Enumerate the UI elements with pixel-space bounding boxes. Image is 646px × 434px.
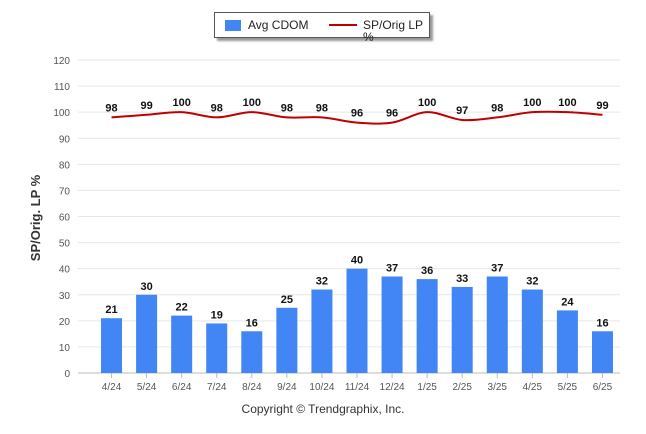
y-axis: 0 10 20 30 40 50 60 70 80 90 100 110 120 [53,56,70,380]
data-labels: 21 30 22 19 16 25 32 40 37 36 33 37 32 24 16 98 99 100 98 1… [105,97,608,329]
y-tick-label: 50 [59,239,71,250]
x-tick-label: 12/24 [380,382,405,393]
line-data-label: 98 [105,102,117,114]
y-tick-label: 30 [59,291,71,302]
y-tick-label: 100 [53,108,70,119]
bar-data-label: 24 [561,296,574,308]
bar-series [101,268,613,373]
x-tick-label: 5/24 [137,382,157,393]
x-tick-label: 9/24 [277,382,297,393]
bar [591,331,613,373]
line-data-label: 99 [596,100,608,112]
x-tick-label: 10/24 [309,382,334,393]
bar-data-label: 16 [246,317,258,329]
y-tick-label: 0 [64,369,70,380]
bar [486,276,508,373]
bar-data-label: 33 [456,273,468,285]
line-data-label: 98 [491,102,503,114]
bar-data-label: 32 [526,276,538,288]
line-data-label: 98 [316,102,328,114]
x-tick-label: 6/24 [172,382,192,393]
y-tick-label: 10 [59,343,71,354]
x-tick-label: 1/25 [417,382,437,393]
bar [416,279,438,373]
bar [451,286,473,373]
bar-data-label: 22 [176,302,188,314]
x-tick-label: 8/24 [242,382,262,393]
bar [556,310,578,373]
y-tick-label: 20 [59,317,71,328]
line-data-label: 97 [456,105,468,117]
bar [171,315,193,373]
legend-line-swatch [329,24,357,26]
bar [136,294,158,373]
line-data-label: 100 [558,97,576,109]
legend-bar-swatch [225,20,241,31]
bar-data-label: 37 [491,262,503,274]
line-data-label: 98 [281,102,293,114]
x-tick-label: 6/25 [593,382,613,393]
bar-data-label: 36 [421,265,433,277]
line-data-label: 100 [418,97,436,109]
y-tick-label: 70 [59,186,71,197]
x-axis: 4/24 5/24 6/24 7/24 8/24 9/24 10/24 11/24 12/24 1… [102,373,613,393]
sp-orig-lp-line [111,110,603,125]
y-tick-label: 90 [59,134,71,145]
bar [101,318,123,373]
line-data-label: 98 [211,102,223,114]
y-tick-label: 60 [59,213,71,224]
bar-data-label: 30 [140,281,152,293]
bar [346,268,368,373]
x-tick-label: 4/25 [523,382,543,393]
bar-data-label: 19 [211,309,223,321]
bar [241,331,263,373]
y-tick-label: 120 [53,56,70,67]
y-axis-title: SP/Orig. LP % [28,174,43,261]
x-tick-label: 4/24 [102,382,122,393]
line-data-label: 96 [386,108,398,120]
legend: Avg CDOM SP/Orig LP % [214,12,430,43]
bar-data-label: 21 [105,304,117,316]
line-data-label: 99 [140,100,152,112]
bar [206,323,228,373]
line-data-label: 100 [523,97,541,109]
bar-data-label: 16 [596,317,608,329]
legend-line-label: SP/Orig LP % [363,18,423,44]
y-tick-label: 110 [54,82,70,93]
y-tick-label: 40 [59,265,71,276]
x-tick-label: 7/24 [207,382,227,393]
x-tick-label: 2/25 [452,382,472,393]
bar [521,289,543,373]
line-series [111,110,603,125]
line-data-label: 100 [243,97,261,109]
line-data-label: 96 [351,108,363,120]
legend-bar-label: Avg CDOM [248,18,309,32]
x-tick-label: 5/25 [558,382,578,393]
bar-data-label: 37 [386,262,398,274]
x-tick-label: 3/25 [488,382,508,393]
x-tick-label: 11/24 [345,382,370,393]
bar-data-label: 40 [351,255,363,267]
bar [381,276,403,373]
y-tick-label: 80 [59,160,71,171]
bar-data-label: 32 [316,276,328,288]
copyright-text: Copyright © Trendgraphix, Inc. [241,402,405,416]
bar-data-label: 25 [281,294,293,306]
bar [311,289,333,373]
bar [276,307,298,373]
line-data-label: 100 [172,97,190,109]
